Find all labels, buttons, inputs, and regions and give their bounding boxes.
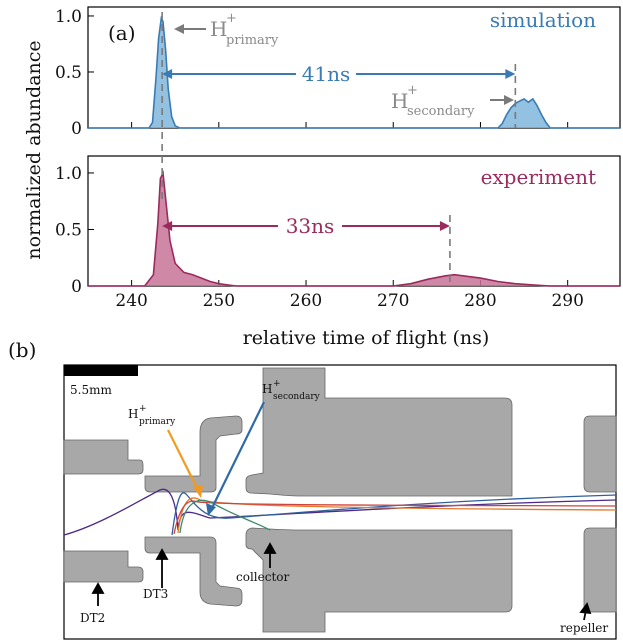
x-tick-label: 250 xyxy=(203,291,235,311)
h-primary-sub: primary xyxy=(226,33,279,48)
y-tick-label: 1.0 xyxy=(55,164,82,184)
x-tick-label: 290 xyxy=(551,291,583,311)
h-secondary-text: H xyxy=(391,89,408,113)
diagram-h-primary-sub: primary xyxy=(139,417,176,427)
scale-bar-label: 5.5mm xyxy=(70,383,112,397)
experiment-axes-frame: 0 0.5 1.0 240 250 260 270 280 290 xyxy=(55,155,621,311)
y-tick-label: 1.0 xyxy=(55,7,82,27)
dt2-upper-electrode xyxy=(63,439,144,475)
repeller-label: repeller xyxy=(560,621,608,635)
x-tick-label: 240 xyxy=(115,291,147,311)
dt3-upper-electrode xyxy=(144,415,243,493)
x-tick-label: 270 xyxy=(377,291,409,311)
series-area-experiment xyxy=(88,173,620,286)
y-tick-label: 0 xyxy=(71,277,82,297)
diagram-h-secondary-sub: secondary xyxy=(273,392,321,402)
collector-upper-electrode xyxy=(245,367,513,497)
h-secondary-annotation: H + secondary xyxy=(391,83,514,119)
experiment-legend: experiment xyxy=(481,165,596,189)
experiment-interval-label: 33ns xyxy=(286,214,335,238)
h-secondary-sub: secondary xyxy=(407,104,475,119)
y-tick-label: 0.5 xyxy=(55,63,82,83)
y-tick-label: 0 xyxy=(71,119,82,139)
scale-bar xyxy=(64,365,138,376)
h-secondary-plus: + xyxy=(407,83,418,98)
experiment-interval-arrow xyxy=(162,221,450,231)
collector-lower-electrode xyxy=(245,527,513,633)
trajectory-blue xyxy=(171,492,617,536)
panel-a-label: (a) xyxy=(108,21,136,45)
diagram-h-primary-plus: + xyxy=(139,404,147,414)
ion-optics-diagram: 5.5mm H + xyxy=(63,364,617,640)
trajectory-green xyxy=(179,499,271,534)
h-primary-plus: + xyxy=(226,11,237,26)
dt2-label: DT2 xyxy=(80,611,105,625)
interval-arrow-right xyxy=(505,69,516,79)
diagram-h-primary-text: H xyxy=(128,407,138,421)
y-axis-label: normalized abundance xyxy=(23,40,45,259)
simulation-interval-arrow xyxy=(162,69,516,79)
series-line-experiment xyxy=(88,170,620,287)
repeller-lower-electrode xyxy=(583,527,617,613)
collector-label: collector xyxy=(236,570,289,584)
dt3-lower-electrode xyxy=(144,536,243,607)
panel-b-label: (b) xyxy=(8,338,36,362)
h-primary-text: H xyxy=(210,17,227,41)
dt3-label: DT3 xyxy=(143,587,168,601)
simulation-legend: simulation xyxy=(490,8,596,32)
interval-arrow-left xyxy=(162,221,173,231)
trajectory-red xyxy=(173,500,617,535)
x-axis-label: relative time of flight (ns) xyxy=(243,327,490,349)
h-primary-annotation: H + primary xyxy=(174,11,279,48)
diagram-h-secondary-plus: + xyxy=(273,379,281,389)
primary-arrow-head xyxy=(193,485,203,498)
ion-trajectories xyxy=(63,488,617,536)
x-tick-label: 280 xyxy=(464,291,496,311)
y-tick-label: 0.5 xyxy=(55,220,82,240)
interval-arrow-right xyxy=(439,221,450,231)
chart-marks xyxy=(88,12,620,287)
dt2-lower-electrode xyxy=(63,550,144,583)
series-line-simulation xyxy=(88,15,620,129)
simulation-interval-label: 41ns xyxy=(302,62,351,86)
secondary-arrow-head xyxy=(206,503,216,516)
diagram-h-secondary-text: H xyxy=(262,382,272,396)
interval-arrow-left xyxy=(162,69,173,79)
electrodes xyxy=(63,367,617,633)
x-tick-label: 260 xyxy=(290,291,322,311)
repeller-upper-electrode xyxy=(583,415,617,493)
